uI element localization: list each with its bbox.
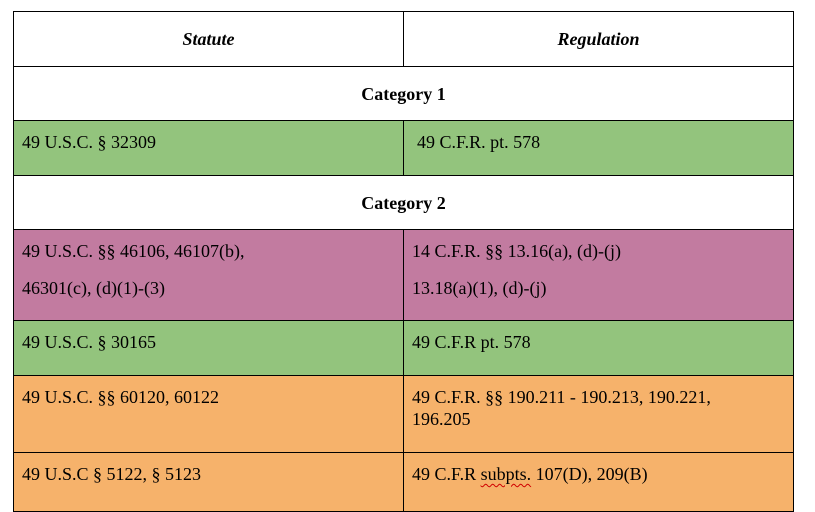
regulation-cell: 49 C.F.R. §§ 190.211 - 190.213, 190.221,…: [403, 375, 794, 453]
table-row: 49 U.S.C. §§ 46106, 46107(b), 46301(c), …: [13, 229, 794, 321]
table-row: 49 U.S.C. §§ 60120, 60122 49 C.F.R. §§ 1…: [13, 375, 794, 453]
regulation-text: 49 C.F.R subpts. 107(D), 209(B): [412, 463, 785, 485]
regulation-cell: 14 C.F.R. §§ 13.16(a), (d)-(j) 13.18(a)(…: [403, 229, 794, 321]
header-statute: Statute: [13, 11, 404, 67]
regulation-cell: 49 C.F.R. pt. 578: [403, 120, 794, 176]
regulation-cell: 49 C.F.R subpts. 107(D), 209(B): [403, 452, 794, 512]
table-row: 49 U.S.C. § 30165 49 C.F.R pt. 578: [13, 320, 794, 376]
regulation-text: 13.18(a)(1), (d)-(j): [412, 278, 547, 298]
regulation-text-before: 49 C.F.R: [412, 464, 481, 484]
category-2-label: Category 2: [13, 175, 794, 230]
statute-cell: 49 U.S.C. § 32309: [13, 120, 404, 176]
table-row: 49 U.S.C § 5122, § 5123 49 C.F.R subpts.…: [13, 452, 794, 512]
statute-cell: 49 U.S.C. § 30165: [13, 320, 404, 376]
statute-text: 46301(c), (d)(1)-(3): [22, 278, 165, 298]
regulation-text: 49 C.F.R. §§ 190.211 - 190.213, 190.221,: [412, 387, 711, 407]
header-row: Statute Regulation: [13, 11, 794, 67]
regulation-text: 196.205: [412, 409, 471, 429]
header-regulation: Regulation: [403, 11, 794, 67]
regulation-cell: 49 C.F.R pt. 578: [403, 320, 794, 376]
statute-text: 49 U.S.C. § 32309: [22, 132, 157, 152]
category-row: Category 2: [13, 175, 794, 230]
spellcheck-flagged-word[interactable]: subpts.: [480, 464, 532, 484]
statute-text: 49 U.S.C § 5122, § 5123: [22, 464, 202, 484]
statute-cell: 49 U.S.C. §§ 60120, 60122: [13, 375, 404, 453]
statute-cell: 49 U.S.C § 5122, § 5123: [13, 452, 404, 512]
statute-text: 49 U.S.C. §§ 60120, 60122: [22, 387, 220, 407]
regulation-text-after: 107(D), 209(B): [531, 464, 648, 484]
statute-text: 49 U.S.C. §§ 46106, 46107(b),: [22, 241, 245, 261]
table-row: 49 U.S.C. § 32309 49 C.F.R. pt. 578: [13, 120, 794, 176]
regulation-text: 14 C.F.R. §§ 13.16(a), (d)-(j): [412, 241, 622, 261]
regulation-text: 49 C.F.R. pt. 578: [417, 132, 541, 152]
category-row: Category 1: [13, 66, 794, 121]
statute-regulation-table: Statute Regulation Category 1 49 U.S.C. …: [13, 11, 794, 512]
regulation-text: 49 C.F.R pt. 578: [412, 332, 531, 352]
statute-text: 49 U.S.C. § 30165: [22, 332, 157, 352]
statute-cell: 49 U.S.C. §§ 46106, 46107(b), 46301(c), …: [13, 229, 404, 321]
category-1-label: Category 1: [13, 66, 794, 121]
